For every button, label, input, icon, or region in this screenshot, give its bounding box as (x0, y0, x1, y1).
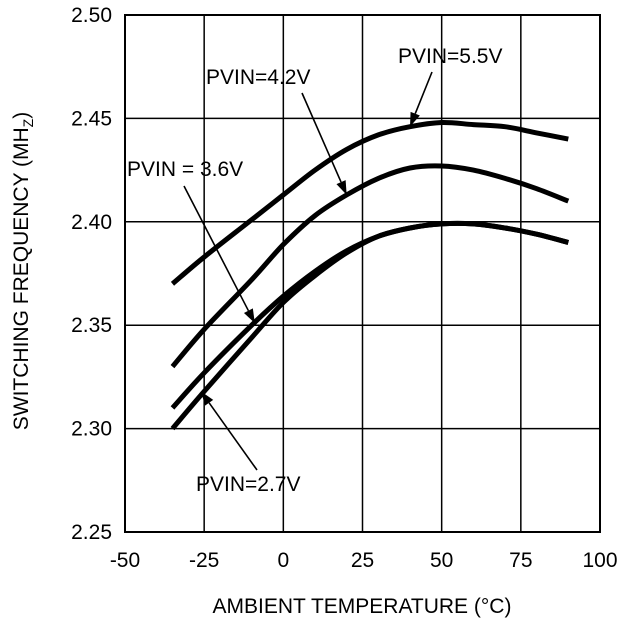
series-line-pvin-2-7v (170, 220, 569, 431)
y-axis-title-subscript: Z (20, 118, 36, 127)
annotation-arrow-pvin-4-2v (301, 92, 342, 183)
y-tick-label-2-25: 2.25 (71, 521, 112, 544)
x-tick-label-100: 100 (582, 549, 617, 572)
annotation-pvin-4-2v: PVIN=4.2V (206, 66, 310, 89)
annotation-arrow-pvin-3-6v (183, 185, 250, 312)
y-tick-labels: 2.25 2.30 2.35 2.40 2.45 2.50 (71, 4, 112, 544)
annotation-arrow-pvin-5-5v (414, 71, 433, 114)
series-line-pvin-3-6v (170, 220, 569, 410)
annotation-arrowhead-pvin-2-7v (201, 391, 214, 406)
annotation-arrowhead-pvin-3-6v (243, 308, 255, 324)
y-axis-title: SWITCHING FREQUENCY (MHZ) (10, 112, 36, 431)
y-tick-label-2-35: 2.35 (71, 314, 112, 337)
annotation-arrow-pvin-2-7v (208, 402, 258, 471)
annotation-pvin-5-5v: PVIN=5.5V (398, 45, 502, 68)
x-axis-title: AMBIENT TEMPERATURE (°C) (213, 595, 512, 618)
x-tick-label-25: 25 (351, 549, 374, 572)
x-tick-label-50: 50 (430, 549, 453, 572)
y-tick-label-2-45: 2.45 (71, 107, 112, 130)
series-line-pvin-5-5v (170, 119, 569, 286)
x-tick-label-25: -25 (189, 549, 219, 572)
y-axis-title-main: SWITCHING FREQUENCY (MH (10, 127, 33, 430)
x-tick-label-75: 75 (509, 549, 532, 572)
annotation-pvin-3-6v: PVIN = 3.6V (127, 158, 243, 181)
series-curves (170, 119, 570, 431)
y-tick-label-2-40: 2.40 (71, 211, 112, 234)
y-axis-title-close: ) (10, 112, 33, 119)
grid-lines (125, 15, 600, 532)
x-tick-label-50: -50 (110, 549, 140, 572)
plot-frame (124, 14, 601, 533)
series-line-pvin-4-2v (170, 163, 570, 369)
annotation-arrowhead-pvin-5-5v (410, 111, 420, 127)
y-tick-label-2-30: 2.30 (71, 418, 112, 441)
annotation-arrows (183, 71, 433, 471)
x-tick-labels: -50 -25 0 25 50 75 100 (110, 549, 618, 572)
y-tick-label-2-50: 2.50 (71, 4, 112, 27)
x-tick-label-0: 0 (277, 549, 289, 572)
annotation-pvin-2-7v: PVIN=2.7V (196, 473, 300, 496)
annotation-arrowhead-pvin-4-2v (336, 180, 347, 195)
